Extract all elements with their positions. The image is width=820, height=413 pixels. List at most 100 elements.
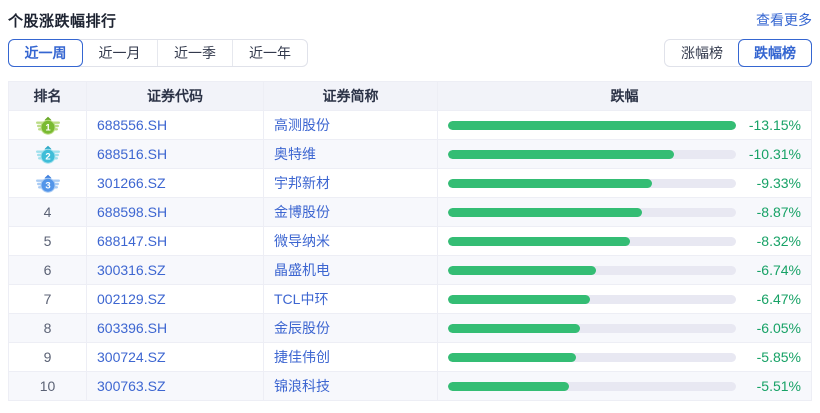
change-percent: -5.51%	[756, 378, 801, 394]
view-more-link[interactable]: 查看更多	[756, 12, 812, 28]
tab-board-1[interactable]: 跌幅榜	[738, 39, 812, 67]
stock-code[interactable]: 002129.SZ	[86, 284, 264, 314]
change-cell: -8.87%	[437, 197, 812, 227]
change-cell: -8.32%	[437, 226, 812, 256]
stock-name[interactable]: 高测股份	[263, 110, 438, 140]
stock-name[interactable]: 微导纳米	[263, 226, 438, 256]
change-cell: -13.15%	[437, 110, 812, 140]
change-bar-fill	[448, 265, 596, 275]
change-bar-track	[448, 236, 736, 246]
rank-badge: 2	[35, 145, 60, 164]
change-cell: -6.74%	[437, 255, 812, 285]
change-bar-fill	[448, 178, 653, 188]
column-header-rank: 排名	[8, 81, 87, 111]
table-row[interactable]: 4 688598.SH 金博股份 -8.87%	[8, 197, 812, 227]
stock-name[interactable]: 锦浪科技	[263, 371, 438, 401]
change-bar-fill	[448, 207, 643, 217]
tab-period-3[interactable]: 近一年	[232, 40, 307, 66]
toolbar: 近一周 近一月 近一季 近一年 涨幅榜 跌幅榜	[8, 39, 812, 67]
change-bar-track	[448, 207, 736, 217]
change-bar-track	[448, 323, 736, 333]
tab-board-0[interactable]: 涨幅榜	[681, 45, 723, 61]
change-percent: -6.05%	[756, 320, 801, 336]
change-bar-track	[448, 149, 736, 159]
stock-code[interactable]: 301266.SZ	[86, 168, 264, 198]
change-percent: -9.33%	[756, 175, 801, 191]
rank-cell: 1	[8, 110, 87, 140]
column-header-name: 证券简称	[263, 81, 438, 111]
stock-code[interactable]: 300724.SZ	[86, 342, 264, 372]
stock-name[interactable]: 宇邦新材	[263, 168, 438, 198]
change-percent: -13.15%	[748, 117, 801, 133]
change-bar-track	[448, 294, 736, 304]
change-cell: -6.05%	[437, 313, 812, 343]
stock-code[interactable]: 688598.SH	[86, 197, 264, 227]
change-cell: -9.33%	[437, 168, 812, 198]
change-bar-fill	[448, 120, 736, 130]
stock-code[interactable]: 688556.SH	[86, 110, 264, 140]
rank-cell: 10	[8, 371, 87, 401]
change-percent: -8.87%	[756, 204, 801, 220]
change-bar-track	[448, 178, 736, 188]
tab-period-2[interactable]: 近一季	[157, 40, 232, 66]
change-bar-track	[448, 120, 736, 130]
ranking-table: 排名 证券代码 证券简称 跌幅 1 688556.SH 高测股份 -13.15%…	[8, 81, 812, 401]
change-bar-fill	[448, 323, 581, 333]
change-cell: -5.51%	[437, 371, 812, 401]
rank-cell: 2	[8, 139, 87, 169]
period-tab-group: 近一周 近一月 近一季 近一年	[8, 39, 308, 67]
stock-name[interactable]: 晶盛机电	[263, 255, 438, 285]
svg-text:1: 1	[45, 122, 51, 133]
stock-ranking-panel: 个股涨跌幅排行 查看更多 近一周 近一月 近一季 近一年 涨幅榜 跌幅榜 排名 证券代码…	[0, 0, 820, 401]
change-bar-track	[448, 352, 736, 362]
table-row[interactable]: 9 300724.SZ 捷佳伟创 -5.85%	[8, 342, 812, 372]
column-header-change: 跌幅	[437, 81, 812, 111]
stock-code[interactable]: 603396.SH	[86, 313, 264, 343]
rank-cell: 4	[8, 197, 87, 227]
table-row[interactable]: 10 300763.SZ 锦浪科技 -5.51%	[8, 371, 812, 401]
change-cell: -6.47%	[437, 284, 812, 314]
change-bar-fill	[448, 294, 590, 304]
change-bar-track	[448, 381, 736, 391]
stock-name[interactable]: 金辰股份	[263, 313, 438, 343]
panel-title: 个股涨跌幅排行	[8, 12, 117, 30]
rank-cell: 7	[8, 284, 87, 314]
stock-name[interactable]: TCL中环	[263, 284, 438, 314]
rank-cell: 8	[8, 313, 87, 343]
change-bar-fill	[448, 381, 569, 391]
change-percent: -10.31%	[748, 146, 801, 162]
change-bar-fill	[448, 149, 674, 159]
svg-text:3: 3	[45, 180, 50, 191]
board-toggle-group: 涨幅榜 跌幅榜	[664, 39, 812, 67]
change-bar-track	[448, 265, 736, 275]
svg-text:2: 2	[45, 151, 50, 162]
rank-cell: 5	[8, 226, 87, 256]
panel-header: 个股涨跌幅排行 查看更多	[0, 0, 820, 31]
rank-badge: 1	[35, 116, 60, 135]
stock-code[interactable]: 688516.SH	[86, 139, 264, 169]
table-row[interactable]: 3 301266.SZ 宇邦新材 -9.33%	[8, 168, 812, 198]
table-row[interactable]: 1 688556.SH 高测股份 -13.15%	[8, 110, 812, 140]
change-cell: -10.31%	[437, 139, 812, 169]
rank-cell: 3	[8, 168, 87, 198]
table-row[interactable]: 6 300316.SZ 晶盛机电 -6.74%	[8, 255, 812, 285]
stock-code[interactable]: 300763.SZ	[86, 371, 264, 401]
stock-name[interactable]: 金博股份	[263, 197, 438, 227]
table-row[interactable]: 5 688147.SH 微导纳米 -8.32%	[8, 226, 812, 256]
stock-code[interactable]: 300316.SZ	[86, 255, 264, 285]
change-percent: -6.74%	[756, 262, 801, 278]
change-bar-fill	[448, 352, 577, 362]
tab-period-0[interactable]: 近一周	[8, 39, 83, 67]
rank-cell: 9	[8, 342, 87, 372]
table-row[interactable]: 8 603396.SH 金辰股份 -6.05%	[8, 313, 812, 343]
tab-period-1[interactable]: 近一月	[98, 45, 141, 61]
table-row[interactable]: 2 688516.SH 奥特维 -10.31%	[8, 139, 812, 169]
stock-code[interactable]: 688147.SH	[86, 226, 264, 256]
change-percent: -6.47%	[756, 291, 801, 307]
stock-name[interactable]: 捷佳伟创	[263, 342, 438, 372]
table-row[interactable]: 7 002129.SZ TCL中环 -6.47%	[8, 284, 812, 314]
stock-name[interactable]: 奥特维	[263, 139, 438, 169]
rank-badge: 3	[35, 174, 60, 193]
table-header-row: 排名 证券代码 证券简称 跌幅	[8, 81, 812, 111]
change-bar-fill	[448, 236, 631, 246]
